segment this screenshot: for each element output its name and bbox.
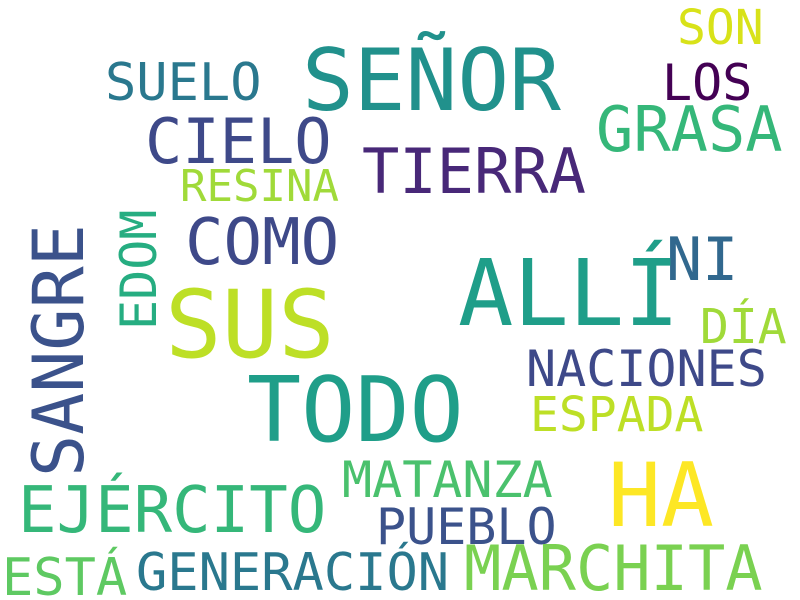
- word-dia: DÍA: [700, 299, 787, 355]
- word-edom: EDOM: [110, 209, 168, 330]
- word-cielo: CIELO: [145, 105, 332, 178]
- word-suelo: SUELO: [105, 53, 262, 113]
- word-ejercito: EJÉRCITO: [18, 474, 327, 548]
- word-los: LOS: [662, 54, 753, 112]
- word-matanza: MATANZA: [342, 451, 553, 509]
- word-como: COMO: [185, 206, 340, 280]
- word-ha: HA: [608, 444, 714, 547]
- word-todo: TODO: [247, 358, 464, 463]
- word-tierra: TIERRA: [362, 135, 586, 208]
- word-grasa: GRASA: [596, 93, 783, 166]
- word-son: SON: [677, 0, 764, 56]
- word-naciones: NACIONES: [526, 340, 767, 398]
- word-alli: ALLÍ: [458, 240, 680, 347]
- word-generacion: GENERACIÓN: [136, 543, 450, 600]
- word-sus: SUS: [165, 271, 335, 380]
- word-espada: ESPADA: [530, 387, 704, 443]
- word-marchita: MARCHITA: [464, 532, 763, 600]
- word-senor: SEÑOR: [302, 31, 561, 131]
- word-pueblo: PUEBLO: [376, 498, 557, 556]
- word-esta: ESTÁ: [2, 548, 128, 600]
- word-ni: NI: [666, 225, 739, 295]
- word-sangre: SANGRE: [18, 224, 100, 477]
- word-resina: RESINA: [180, 161, 339, 212]
